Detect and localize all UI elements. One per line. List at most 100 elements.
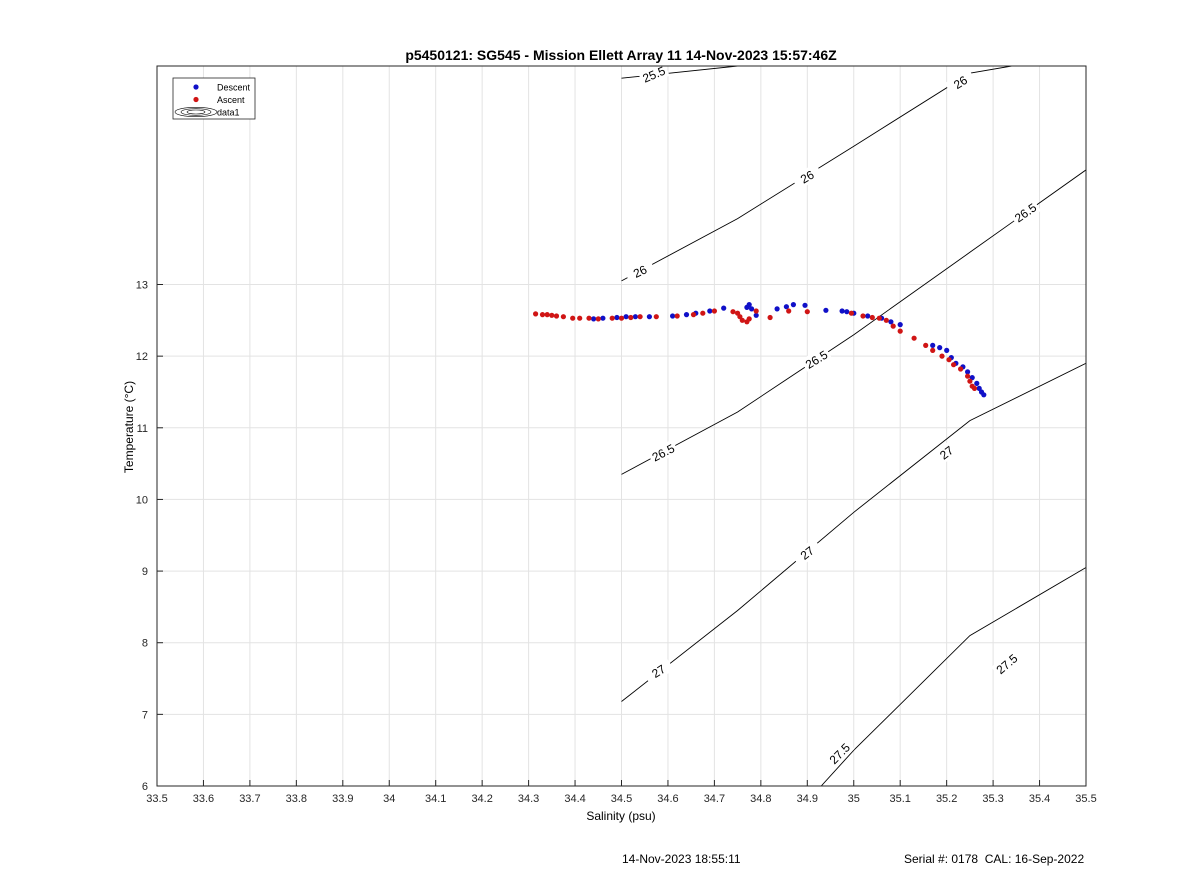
descent-point	[646, 314, 653, 320]
contour-label-bg	[642, 657, 675, 685]
ascent-point	[848, 310, 855, 316]
ascent-point	[577, 315, 583, 321]
ascent-point	[860, 313, 866, 319]
ascent-point	[553, 313, 560, 319]
descent-point	[888, 319, 894, 325]
x-tick-label: 35.3	[982, 793, 1003, 805]
x-tick-label: 34.3	[518, 793, 539, 805]
ascent-point	[923, 342, 929, 348]
chart-title: p5450121: SG545 - Mission Ellett Array 1…	[405, 47, 837, 63]
descent-point	[944, 347, 950, 353]
ascent-point	[951, 362, 957, 368]
x-tick-label: 34.2	[471, 793, 492, 805]
contour-label-bg	[791, 163, 823, 191]
descent-point	[774, 306, 780, 312]
descent-point	[707, 308, 713, 314]
y-axis-label: Temperature (°C)	[122, 381, 136, 473]
ascent-point	[930, 347, 936, 353]
contour-label-bg	[1009, 198, 1042, 227]
contour-label-bg	[944, 68, 977, 96]
ascent-point	[549, 312, 555, 318]
ascent-point	[570, 315, 576, 321]
ascent-point	[753, 308, 759, 314]
ascent-point	[690, 312, 697, 318]
contour-label-bg	[647, 439, 679, 466]
ascent-point	[609, 315, 615, 321]
descent-point	[614, 314, 620, 321]
contour-line-25.5	[621, 66, 738, 79]
x-tick-label: 35.4	[1029, 793, 1050, 805]
x-tick-label: 33.9	[332, 793, 353, 805]
ascent-point	[869, 314, 875, 321]
ascent-point	[946, 357, 952, 363]
footer-timestamp: 14-Nov-2023 18:55:11	[622, 852, 741, 866]
legend-box	[172, 77, 256, 120]
x-tick-label: 35.1	[889, 793, 910, 805]
x-tick-label: 35.2	[936, 793, 957, 805]
x-tick-label: 34.7	[704, 793, 725, 805]
descent-point	[632, 314, 639, 320]
x-tick-label: 34.4	[564, 793, 585, 805]
descent-point	[839, 308, 845, 314]
descent-point	[823, 307, 829, 313]
ascent-point	[730, 309, 736, 315]
legend-marker-ascent	[193, 96, 199, 103]
ascent-point	[883, 317, 889, 323]
ascent-point	[897, 328, 903, 334]
ascent-point	[958, 366, 964, 372]
ascent-point	[890, 323, 896, 329]
ascent-point	[700, 310, 706, 316]
contour-label: 26	[798, 167, 817, 186]
descent-point	[683, 312, 690, 318]
x-tick-label: 35	[848, 793, 860, 805]
contour-line-27	[621, 362, 1086, 702]
ascent-point	[637, 314, 643, 320]
x-tick-label: 33.7	[239, 793, 260, 805]
footer-serial-cal: Serial #: 0178 CAL: 16-Sep-2022	[904, 852, 1085, 866]
contour-label-bg	[824, 738, 855, 769]
legend-contour-symbol	[186, 109, 206, 115]
ascent-point	[711, 308, 718, 314]
contour-label-bg	[800, 345, 833, 374]
legend: Descent Ascent data1	[172, 77, 256, 120]
descent-point	[897, 322, 903, 328]
descent-point	[753, 312, 759, 318]
x-tick-label: 34.9	[797, 793, 818, 805]
descent-point	[790, 302, 797, 308]
legend-label: data1	[217, 108, 240, 118]
y-tick-label: 10	[136, 494, 148, 506]
contour-label-bg	[791, 538, 823, 568]
contour-label-bg	[930, 438, 963, 467]
ascent-point	[560, 314, 567, 320]
ascent-point	[544, 312, 550, 318]
descent-point	[721, 305, 727, 311]
descent-point	[600, 315, 606, 321]
contour-line-27.5	[820, 567, 1086, 786]
x-tick-label: 33.6	[193, 793, 214, 805]
ascent-point	[786, 308, 792, 314]
axis-ticks: 33.5 33.6 33.7 33.8 33.9 34 34.1 34.2 34.3 34.4 34…	[136, 280, 1097, 805]
legend-contour-symbol	[180, 108, 212, 116]
ascent-point	[533, 311, 539, 317]
ascent-point	[539, 312, 546, 318]
ascent-point	[804, 309, 810, 315]
x-tick-label: 34.1	[425, 793, 446, 805]
ascent-point	[967, 378, 973, 384]
x-tick-label: 33.5	[146, 793, 167, 805]
x-tick-label: 34.6	[657, 793, 678, 805]
ascent-point	[586, 315, 592, 321]
ascent-point	[628, 314, 634, 321]
contour-label-bg	[991, 649, 1023, 679]
ascent-point	[653, 314, 659, 320]
grid-lines	[156, 66, 1087, 787]
contour-label-bg	[623, 258, 656, 285]
ascent-point	[911, 335, 917, 341]
x-axis-label: Salinity (psu)	[586, 809, 655, 823]
data-points	[533, 302, 987, 398]
contour-label-bg	[638, 66, 670, 87]
x-tick-label: 34.8	[750, 793, 771, 805]
descent-point	[930, 342, 936, 348]
descent-point	[937, 345, 943, 351]
contour-label: 26	[631, 262, 649, 281]
